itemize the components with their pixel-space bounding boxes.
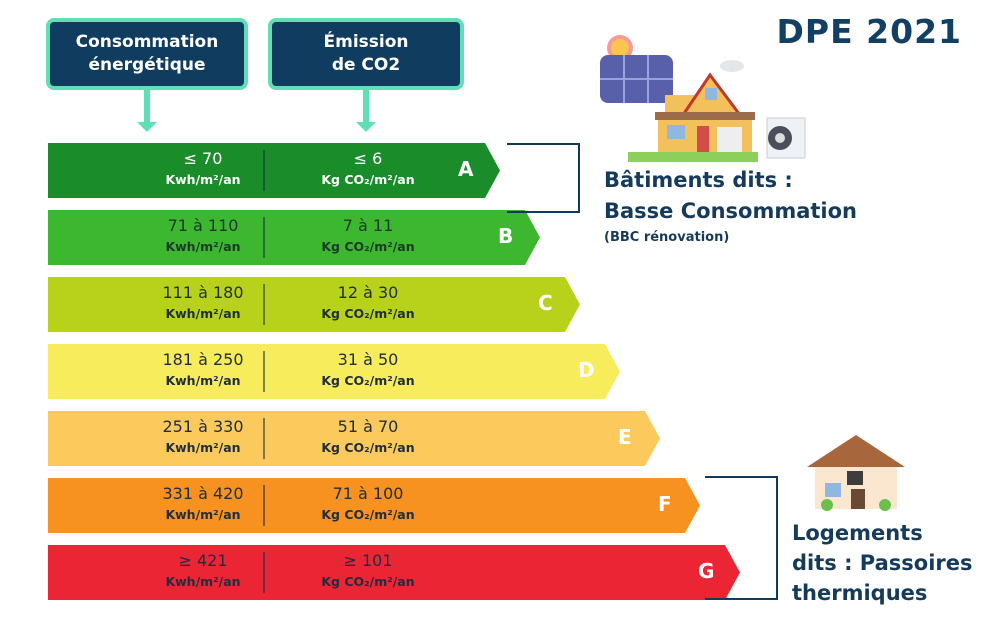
energy-class-bar-a: ≤ 70 Kwh/m²/an ≤ 6 Kg CO₂/m²/an A xyxy=(48,143,500,198)
bar-shape xyxy=(48,411,660,466)
co2-unit: Kg CO₂/m²/an xyxy=(321,172,415,187)
passoires-label-line3: thermiques xyxy=(792,581,928,605)
energy-value: 331 à 420 xyxy=(162,484,244,503)
co2-value: 12 à 30 xyxy=(337,283,399,302)
co2-cell: 12 à 30 Kg CO₂/m²/an xyxy=(268,282,468,324)
co2-value: 7 à 11 xyxy=(342,216,394,235)
divider xyxy=(263,150,265,191)
bar-shape xyxy=(48,545,740,600)
co2-cell: 31 à 50 Kg CO₂/m²/an xyxy=(268,349,468,391)
class-letter: C xyxy=(538,291,553,315)
bar-shape xyxy=(48,210,540,265)
bar-shape xyxy=(48,143,500,198)
co2-unit: Kg CO₂/m²/an xyxy=(321,239,415,254)
energy-value: ≤ 70 xyxy=(183,149,223,168)
class-letter: D xyxy=(578,358,595,382)
co2-value: 51 à 70 xyxy=(337,417,399,436)
energy-class-bar-f: 331 à 420 Kwh/m²/an 71 à 100 Kg CO₂/m²/an … xyxy=(48,478,700,533)
class-letter: B xyxy=(498,224,514,248)
energy-class-bar-g: ≥ 421 Kwh/m²/an ≥ 101 Kg CO₂/m²/an G xyxy=(48,545,740,600)
co2-unit: Kg CO₂/m²/an xyxy=(321,373,415,388)
energy-unit: Kwh/m²/an xyxy=(165,373,241,388)
passoires-label-line1: Logements xyxy=(792,521,923,545)
class-letter: F xyxy=(658,492,672,516)
bar-shape xyxy=(48,277,580,332)
energy-unit: Kwh/m²/an xyxy=(165,574,241,589)
class-letter: G xyxy=(698,559,715,583)
energy-value: 71 à 110 xyxy=(167,216,239,235)
energy-cell: 181 à 250 Kwh/m²/an xyxy=(103,349,303,391)
energy-cell: 331 à 420 Kwh/m²/an xyxy=(103,483,303,525)
energy-value: 181 à 250 xyxy=(162,350,244,369)
header-consumption: Consommation énergétique xyxy=(46,18,248,90)
bbc-label-line1: Bâtiments dits : xyxy=(604,168,793,192)
header-emission-text: Émission de CO2 xyxy=(323,32,409,75)
energy-unit: Kwh/m²/an xyxy=(165,306,241,321)
co2-cell: 51 à 70 Kg CO₂/m²/an xyxy=(268,416,468,458)
bracket-passoires xyxy=(705,476,778,600)
energy-class-bar-c: 111 à 180 Kwh/m²/an 12 à 30 Kg CO₂/m²/an C xyxy=(48,277,580,332)
passoires-label: Logements dits : Passoires thermiques xyxy=(792,518,973,608)
page-title: DPE 2021 xyxy=(776,12,962,51)
co2-cell: ≥ 101 Kg CO₂/m²/an xyxy=(268,550,468,592)
co2-cell: 71 à 100 Kg CO₂/m²/an xyxy=(268,483,468,525)
bracket-bbc xyxy=(507,143,580,213)
co2-value: 31 à 50 xyxy=(337,350,399,369)
energy-cell: 111 à 180 Kwh/m²/an xyxy=(103,282,303,324)
energy-value: 251 à 330 xyxy=(162,417,244,436)
class-letter: E xyxy=(618,425,632,449)
energy-class-bar-e: 251 à 330 Kwh/m²/an 51 à 70 Kg CO₂/m²/an E xyxy=(48,411,660,466)
bbc-label: Bâtiments dits : Basse Consommation (BBC… xyxy=(604,165,857,249)
energy-cell: ≥ 421 Kwh/m²/an xyxy=(103,550,303,592)
divider xyxy=(263,485,265,526)
bbc-note: (BBC rénovation) xyxy=(604,230,730,245)
co2-cell: 7 à 11 Kg CO₂/m²/an xyxy=(268,215,468,257)
arrow-down-icon xyxy=(137,90,157,132)
eco-house-solar-panel-heat-pump-icon xyxy=(600,35,806,162)
energy-unit: Kwh/m²/an xyxy=(165,239,241,254)
energy-unit: Kwh/m²/an xyxy=(165,507,241,522)
passoires-label-line2: dits : Passoires xyxy=(792,551,973,575)
energy-unit: Kwh/m²/an xyxy=(165,440,241,455)
divider xyxy=(263,217,265,258)
class-letter: A xyxy=(458,157,474,181)
energy-cell: 251 à 330 Kwh/m²/an xyxy=(103,416,303,458)
energy-cell: ≤ 70 Kwh/m²/an xyxy=(103,148,303,190)
co2-cell: ≤ 6 Kg CO₂/m²/an xyxy=(268,148,468,190)
bar-shape xyxy=(48,344,620,399)
co2-unit: Kg CO₂/m²/an xyxy=(321,507,415,522)
co2-value: ≤ 6 xyxy=(353,149,383,168)
bar-shape xyxy=(48,478,700,533)
co2-value: 71 à 100 xyxy=(332,484,404,503)
energy-value: 111 à 180 xyxy=(162,283,244,302)
co2-unit: Kg CO₂/m²/an xyxy=(321,574,415,589)
small-house-icon xyxy=(807,435,905,511)
co2-unit: Kg CO₂/m²/an xyxy=(321,440,415,455)
divider xyxy=(263,552,265,593)
header-consumption-text: Consommation énergétique xyxy=(75,32,219,75)
energy-class-bar-d: 181 à 250 Kwh/m²/an 31 à 50 Kg CO₂/m²/an D xyxy=(48,344,620,399)
divider xyxy=(263,351,265,392)
energy-cell: 71 à 110 Kwh/m²/an xyxy=(103,215,303,257)
co2-unit: Kg CO₂/m²/an xyxy=(321,306,415,321)
energy-value: ≥ 421 xyxy=(178,551,228,570)
divider xyxy=(263,284,265,325)
energy-unit: Kwh/m²/an xyxy=(165,172,241,187)
energy-class-bar-b: 71 à 110 Kwh/m²/an 7 à 11 Kg CO₂/m²/an B xyxy=(48,210,540,265)
bbc-label-line2: Basse Consommation xyxy=(604,199,857,223)
divider xyxy=(263,418,265,459)
arrow-down-icon xyxy=(356,90,376,132)
header-emission: Émission de CO2 xyxy=(268,18,464,90)
co2-value: ≥ 101 xyxy=(343,551,393,570)
